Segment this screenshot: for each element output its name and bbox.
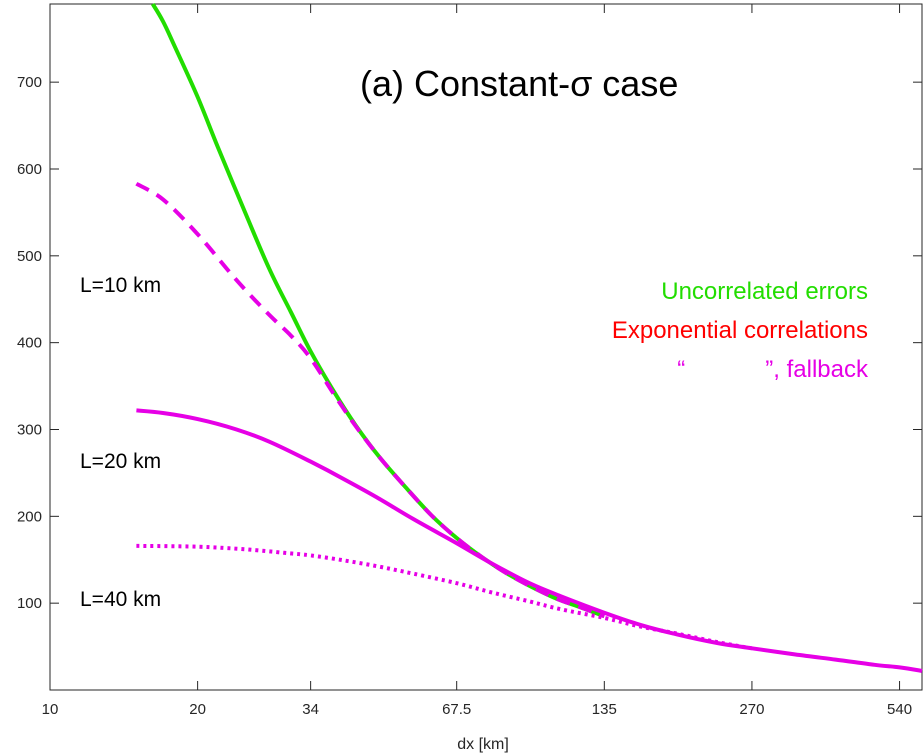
y-tick-label: 700 — [17, 74, 42, 91]
y-tick-label: 500 — [17, 248, 42, 265]
x-tick-label: 34 — [302, 701, 319, 718]
x-tick-label: 270 — [739, 701, 764, 718]
axis-ticks: 10 20 34 67.5 135 270 540 100 200 300 400 500 600 700 — [17, 4, 922, 718]
plot-lines — [135, 2, 923, 673]
x-tick-label: 135 — [592, 701, 617, 718]
y-tick-label: 400 — [17, 335, 42, 352]
y-tick-label: 200 — [17, 508, 42, 525]
x-tick-label: 20 — [189, 701, 206, 718]
x-tick-label: 10 — [42, 701, 59, 718]
legend-entry-exponential: Exponential correlations — [612, 317, 868, 344]
curve-label-l20: L=20 km — [80, 450, 161, 473]
y-tick-label: 600 — [17, 161, 42, 178]
legend-entry-uncorrelated: Uncorrelated errors — [661, 278, 868, 305]
x-tick-label: 67.5 — [442, 701, 471, 718]
x-tick-label: 540 — [887, 701, 912, 718]
series-line-fallback-L20 — [136, 408, 923, 673]
curve-label-l40: L=40 km — [80, 588, 161, 611]
y-tick-label: 300 — [17, 421, 42, 438]
series-line-fallback-L40 — [136, 543, 753, 651]
chart-title: (a) Constant-σ case — [360, 63, 678, 104]
curve-label-l10: L=10 km — [80, 274, 161, 297]
plot-box — [49, 3, 923, 691]
y-tick-label: 100 — [17, 595, 42, 612]
x-axis-label: dx [km] — [457, 736, 509, 753]
axes-frame — [49, 3, 923, 691]
legend-entry-fallback: “ ”, fallback — [677, 356, 869, 383]
series-line-fallback-L10 — [135, 181, 606, 619]
